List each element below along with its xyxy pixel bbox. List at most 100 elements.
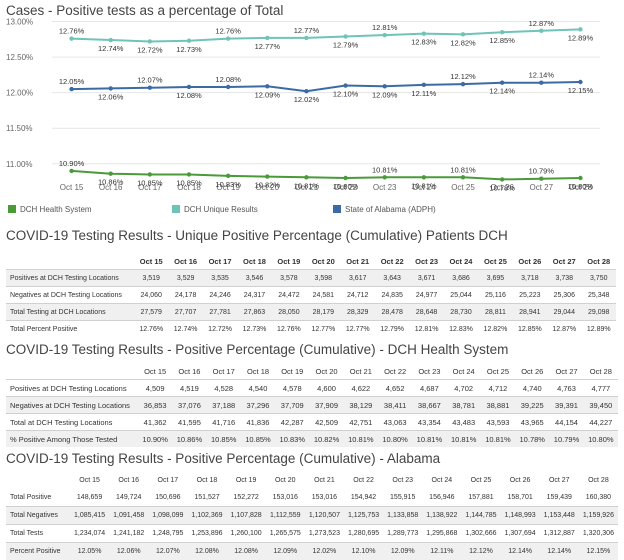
table-cell: 24,581 — [306, 286, 341, 304]
table-cell: 12.08% — [226, 542, 266, 560]
table-cell: 38,781 — [446, 396, 481, 414]
table-row: Total Positive 148,659 149,724 150,696 151,5… — [6, 489, 618, 507]
data-label: 12.12% — [450, 72, 476, 81]
x-tick-label: Oct 17 — [138, 183, 162, 192]
table-cell: 3,529 — [168, 269, 203, 287]
table-cell: 4,777 — [583, 379, 618, 397]
column-header: Oct 24 — [449, 256, 473, 266]
table-cell: 24,835 — [374, 286, 410, 304]
table-cell: 24,060 — [134, 286, 169, 304]
data-point — [265, 84, 270, 89]
x-tick-label: Oct 15 — [60, 183, 84, 192]
data-label: 12.05% — [59, 77, 85, 86]
data-point — [578, 27, 583, 32]
row-label: Total Positive — [10, 494, 52, 501]
table-cell: 1,295,868 — [422, 524, 462, 543]
table-cell: 10.81% — [480, 430, 516, 447]
table-cell: 25,306 — [547, 286, 582, 304]
table-cell: 1,265,575 — [265, 524, 305, 543]
y-tick-label: 12.00% — [6, 89, 33, 98]
table-cell: 28,730 — [443, 303, 479, 321]
table-cell: 24,317 — [237, 286, 272, 304]
y-tick-label: 11.00% — [6, 160, 33, 169]
table-cell: 12.74% — [168, 320, 203, 337]
data-label: 12.14% — [489, 87, 515, 96]
data-label: 10.82% — [255, 181, 281, 190]
table-cell: 12.14% — [500, 542, 540, 560]
x-tick-label: Oct 20 — [255, 183, 279, 192]
table-cell: 28,648 — [409, 303, 444, 321]
legend-label: State of Alabama (ADPH) — [345, 205, 436, 214]
data-point — [225, 173, 231, 179]
table-cell: 27,579 — [134, 303, 169, 321]
data-point — [265, 35, 270, 41]
table-cell: 41,716 — [206, 413, 241, 431]
table-cell: 42,751 — [343, 413, 378, 431]
y-tick-label: 11.50% — [6, 124, 33, 133]
column-header: Oct 15 — [79, 477, 100, 484]
table-cell: 4,600 — [309, 379, 344, 397]
table-cell: 1,159,926 — [578, 506, 618, 525]
table-cell: 37,296 — [240, 396, 276, 414]
column-header: Oct 23 — [392, 477, 413, 484]
row-label: % Positive Among Those Tested — [6, 430, 138, 447]
data-point — [343, 83, 348, 88]
column-header: Oct 23 — [415, 256, 439, 266]
column-header: Oct 16 — [118, 477, 140, 484]
table-cell: 29,098 — [581, 303, 616, 321]
table-cell: 1,320,306 — [578, 524, 618, 543]
data-point — [539, 80, 544, 85]
table-cell: 159,439 — [546, 494, 572, 501]
data-label: 10.81% — [450, 165, 476, 174]
table-row: Positives at DCH Testing Locations 3,519 3… — [6, 269, 616, 287]
table-cell: 27,863 — [237, 303, 272, 321]
table-cell: 1,144,785 — [461, 506, 501, 525]
data-label: 10.85% — [176, 178, 202, 187]
table-cell: 3,686 — [443, 269, 479, 287]
row-label: Total at DCH Testing Locations — [6, 413, 138, 431]
table-cell: 12.89% — [581, 320, 616, 337]
column-header: Oct 17 — [212, 366, 235, 376]
table-cell: 41,362 — [138, 413, 173, 431]
data-point — [304, 175, 309, 180]
table-cell: 1,312,887 — [539, 524, 579, 543]
data-point — [343, 34, 348, 39]
table-cell: 43,593 — [480, 413, 516, 431]
data-point — [186, 38, 192, 43]
table-cell: 1,085,415 — [70, 506, 110, 525]
series-line — [71, 81, 581, 93]
table-cell: 3,738 — [547, 269, 582, 287]
data-point — [499, 30, 505, 35]
row-label: Total Testing at DCH Locations — [6, 303, 134, 321]
data-label: 12.08% — [215, 75, 241, 84]
column-header: Oct 24 — [452, 366, 475, 376]
table-cell: 37,188 — [206, 396, 241, 414]
column-header: Oct 22 — [380, 256, 404, 266]
table-corner — [6, 472, 70, 489]
data-point — [382, 84, 387, 89]
data-label: 12.77% — [294, 26, 320, 35]
table-header-row: Oct 15 Oct 16 Oct 17 Oct 18 Oct 19 Oct 20 Oct … — [6, 472, 618, 489]
table-cell: 41,836 — [240, 413, 276, 431]
chart-title: Cases - Positive tests as a percentage o… — [6, 3, 284, 18]
data-point — [343, 175, 348, 181]
table-cell: 1,273,523 — [304, 524, 344, 543]
table-cell: 152,272 — [233, 494, 259, 501]
table-cell: 1,133,858 — [383, 506, 423, 525]
table-cell: 12.14% — [539, 542, 579, 560]
data-label: 12.09% — [372, 90, 398, 99]
data-label: 12.73% — [176, 45, 202, 54]
data-label: 12.83% — [411, 38, 437, 47]
table-cell: 1,107,828 — [226, 506, 266, 525]
data-point — [421, 31, 427, 36]
column-header: Oct 15 — [139, 256, 163, 266]
table-cell: 12.08% — [187, 542, 227, 560]
legend-swatch-icon — [8, 205, 16, 213]
column-header: Oct 25 — [486, 366, 509, 376]
column-header: Oct 23 — [418, 366, 441, 376]
table-cell: 27,707 — [168, 303, 203, 321]
table-cell: 10.80% — [377, 430, 413, 447]
data-label: 12.74% — [98, 44, 124, 53]
data-point — [147, 39, 153, 44]
row-label: Total Percent Positive — [6, 320, 134, 337]
